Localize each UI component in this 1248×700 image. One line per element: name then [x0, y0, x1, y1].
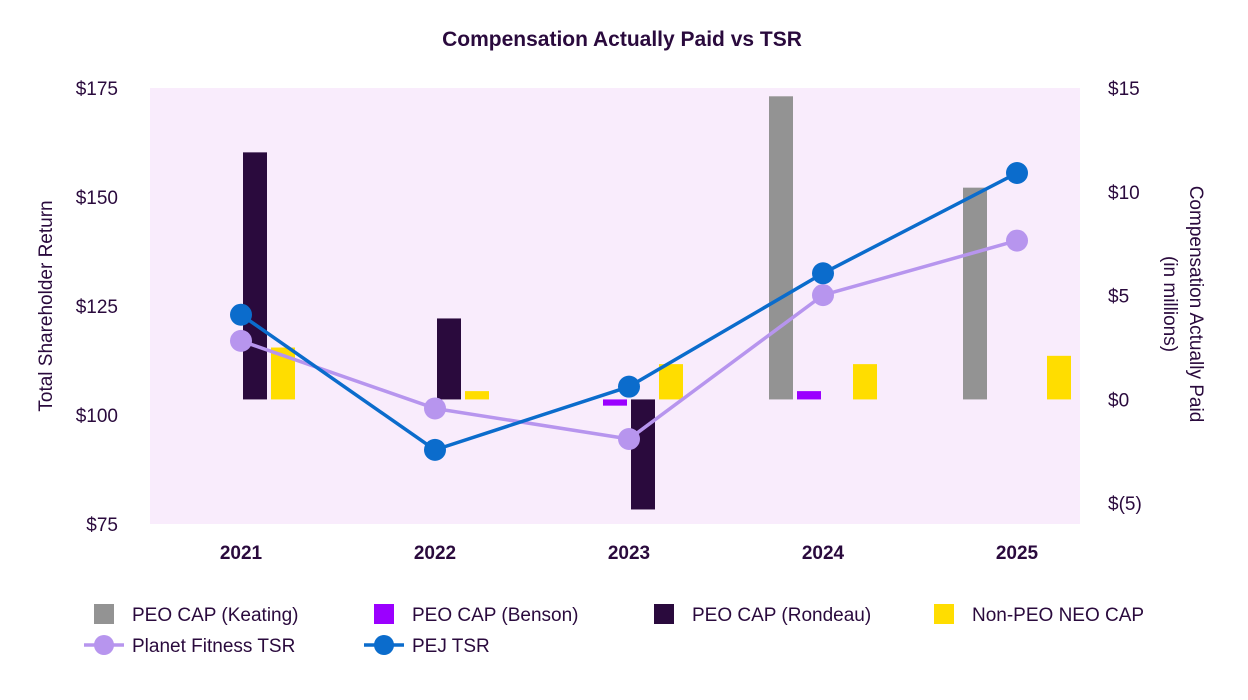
bar-non-peo-neo-cap-2023: [659, 364, 683, 400]
left-axis: $75 $100 $125 $150 $175: [76, 79, 118, 536]
right-axis-title-line1: Compensation Actually Paid: [1185, 186, 1206, 423]
right-tick-label: $5: [1108, 287, 1129, 308]
point-pej-tsr-2024: [812, 262, 834, 285]
left-tick-label: $150: [76, 188, 118, 209]
bar-non-peo-neo-cap-2024: [853, 364, 877, 400]
legend-swatch-peo-cap-keating: [94, 604, 114, 624]
bar-peo-cap-keating-2024: [769, 96, 793, 400]
bar-peo-cap-rondeau-2023: [631, 399, 655, 510]
line-series-group: [230, 162, 1028, 461]
point-planet-fitness-tsr-2021: [230, 329, 252, 352]
point-planet-fitness-tsr-2025: [1006, 229, 1028, 252]
bar-non-peo-neo-cap-2025: [1047, 355, 1071, 400]
legend-label-peo-cap-rondeau: PEO CAP (Rondeau): [692, 605, 871, 626]
legend-label-peo-cap-keating: PEO CAP (Keating): [132, 605, 299, 626]
left-tick-label: $100: [76, 406, 118, 427]
point-pej-tsr-2023: [618, 375, 640, 398]
chart-title: Compensation Actually Paid vs TSR: [442, 28, 802, 51]
left-tick-label: $125: [76, 297, 118, 318]
legend-marker-planet-fitness-tsr: [94, 635, 114, 655]
x-axis: 2021 2022 2023 2024 2025: [220, 543, 1039, 564]
left-tick-label: $75: [86, 515, 118, 536]
left-axis-title: Total Shareholder Return: [36, 200, 57, 411]
bar-peo-cap-rondeau-2021: [243, 152, 267, 400]
legend-label-planet-fitness-tsr: Planet Fitness TSR: [132, 636, 295, 657]
bar-peo-cap-benson-2024: [797, 391, 821, 400]
bar-non-peo-neo-cap-2022: [465, 391, 489, 400]
point-pej-tsr-2025: [1006, 162, 1028, 185]
legend: PEO CAP (Keating) PEO CAP (Benson) PEO CAP…: [84, 604, 1144, 657]
x-tick-label: 2022: [414, 543, 456, 564]
left-tick-label: $175: [76, 79, 118, 100]
point-pej-tsr-2022: [424, 438, 446, 461]
bar-peo-cap-keating-2025: [963, 187, 987, 400]
right-tick-label: $(5): [1108, 494, 1142, 515]
x-tick-label: 2025: [996, 543, 1039, 564]
legend-marker-pej-tsr: [374, 635, 394, 655]
legend-swatch-non-peo-neo-cap: [934, 604, 954, 624]
legend-label-pej-tsr: PEJ TSR: [412, 636, 490, 657]
point-planet-fitness-tsr-2024: [812, 284, 834, 307]
point-planet-fitness-tsr-2023: [618, 427, 640, 450]
legend-swatch-peo-cap-rondeau: [654, 604, 674, 624]
plot-area: [150, 88, 1080, 524]
right-tick-label: $10: [1108, 183, 1140, 204]
right-tick-label: $0: [1108, 390, 1129, 411]
right-axis-title-line2: (in millions): [1159, 256, 1180, 352]
point-pej-tsr-2021: [230, 303, 252, 326]
right-axis: $(5) $0 $5 $10 $15: [1108, 79, 1142, 515]
right-tick-label: $15: [1108, 79, 1140, 100]
x-tick-label: 2021: [220, 543, 263, 564]
bar-series-group: [243, 96, 1071, 510]
legend-swatch-peo-cap-benson: [374, 604, 394, 624]
legend-label-peo-cap-benson: PEO CAP (Benson): [412, 605, 579, 626]
point-planet-fitness-tsr-2022: [424, 397, 446, 420]
bar-peo-cap-rondeau-2022: [437, 318, 461, 400]
x-tick-label: 2023: [608, 543, 650, 564]
bar-peo-cap-benson-2023: [603, 399, 627, 406]
legend-label-non-peo-neo-cap: Non-PEO NEO CAP: [972, 605, 1144, 626]
x-tick-label: 2024: [802, 543, 845, 564]
